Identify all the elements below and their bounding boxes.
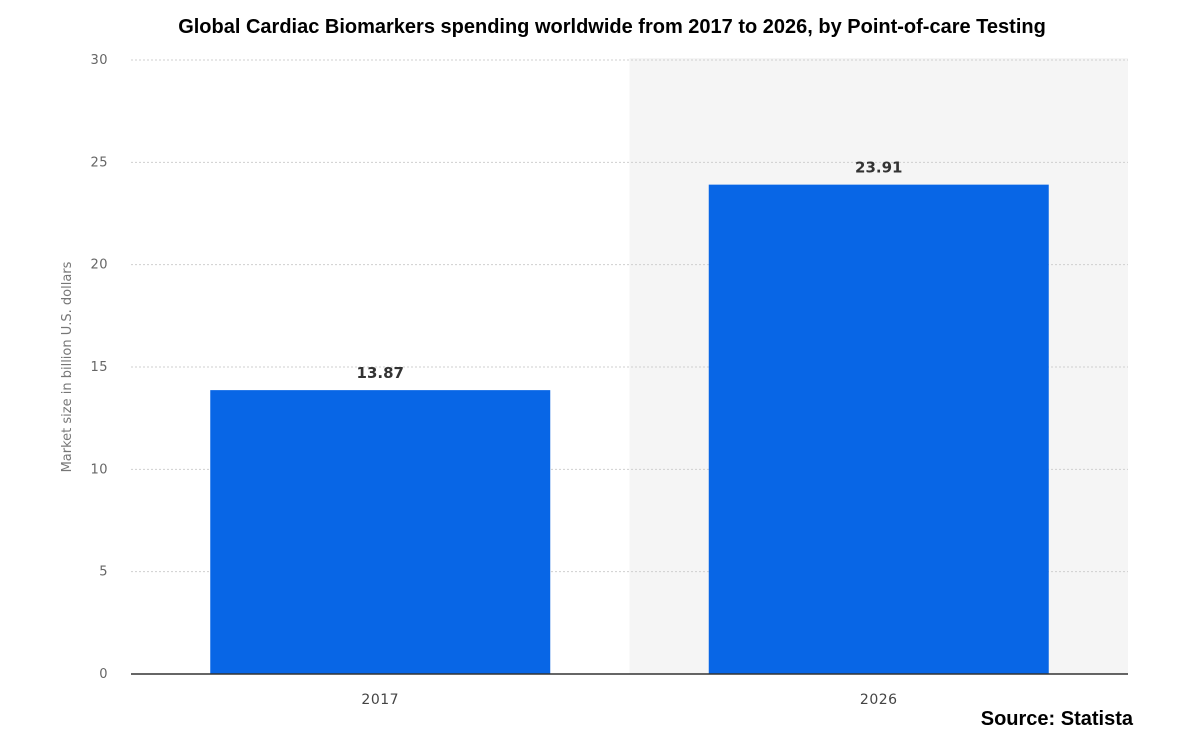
bars: 13.87 23.91: [210, 159, 1049, 674]
y-tick-label: 5: [99, 565, 108, 580]
y-tick-label: 20: [90, 258, 108, 273]
x-tick-label: 2026: [860, 692, 898, 708]
y-tick-label: 10: [90, 462, 108, 477]
y-tick-label: 0: [99, 667, 108, 682]
chart-title: Global Cardiac Biomarkers spending world…: [178, 16, 1046, 38]
bar-2017: [210, 390, 551, 674]
y-axis-label: Market size in billion U.S. dollars: [60, 261, 75, 472]
data-label-2017: 13.87: [357, 364, 404, 382]
y-axis-ticks: 0 5 10 15 20 25 30: [90, 53, 108, 682]
bar-2026: [708, 184, 1049, 674]
y-tick-label: 30: [90, 53, 108, 68]
x-axis-ticks: 2017 2026: [361, 692, 897, 708]
y-tick-label: 25: [90, 155, 108, 170]
data-label-2026: 23.91: [855, 159, 902, 177]
x-tick-label: 2017: [361, 692, 399, 708]
source-label: Source: Statista: [981, 708, 1134, 730]
y-tick-label: 15: [90, 360, 108, 375]
